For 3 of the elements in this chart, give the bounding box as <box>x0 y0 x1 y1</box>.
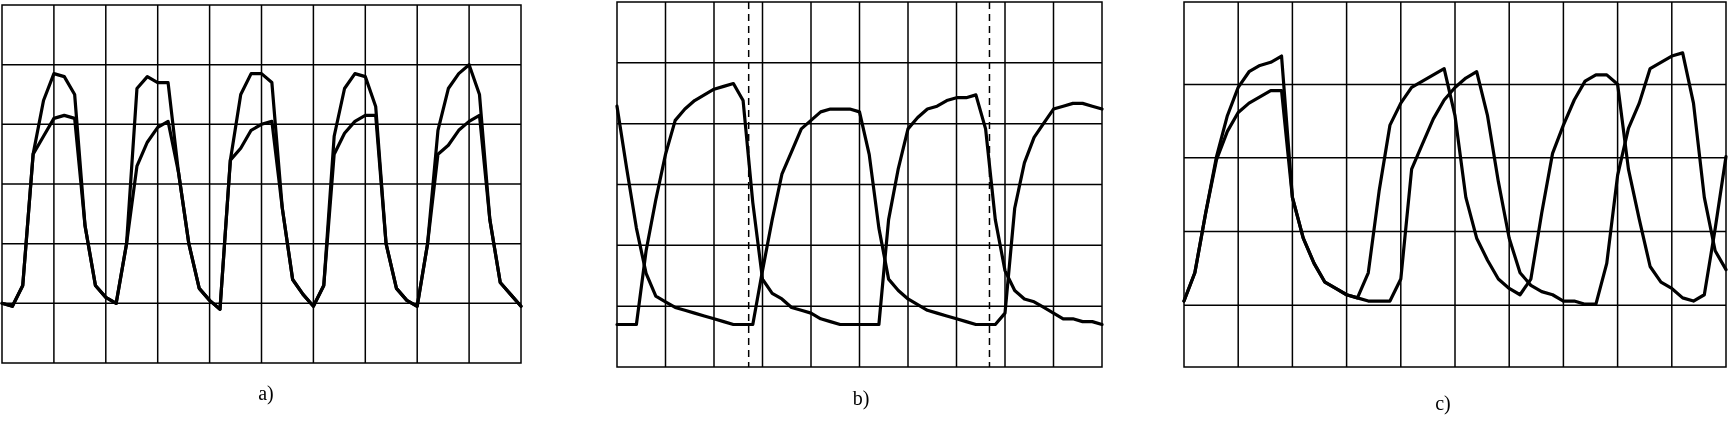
text: b) <box>852 387 870 410</box>
text: c) <box>1435 392 1451 415</box>
text: a) <box>258 382 274 405</box>
